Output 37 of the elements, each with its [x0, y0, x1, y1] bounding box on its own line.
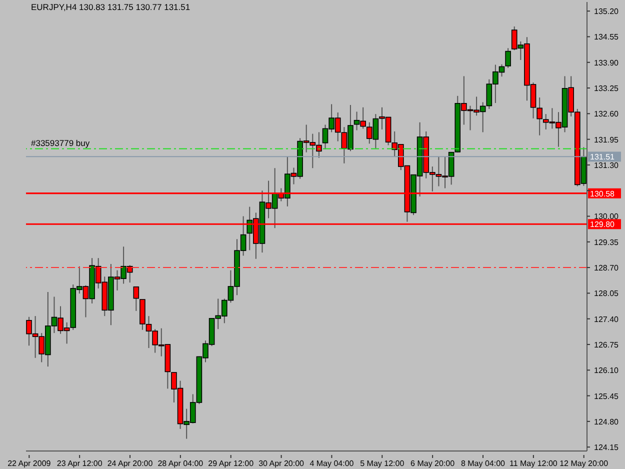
y-tick-label: 124.80	[594, 417, 620, 426]
x-tick-label: 12 May 20:00	[560, 459, 609, 468]
y-tick-label: 126.75	[594, 340, 620, 350]
y-tick-label: 131.30	[594, 160, 620, 170]
x-tick-label: 24 Apr 20:00	[107, 459, 154, 468]
y-tick-label: 128.05	[594, 289, 620, 298]
candlestick	[133, 286, 140, 312]
y-tick-label: 127.40	[594, 314, 620, 324]
y-tick-label: 131.95	[594, 135, 620, 144]
ref-line-label: 131.51	[590, 152, 616, 162]
y-tick-label: 125.45	[594, 392, 620, 401]
y-tick-label: 135.20	[594, 7, 620, 16]
y-tick-label: 132.60	[594, 110, 620, 119]
y-tick-label: 133.25	[594, 84, 620, 94]
x-tick-label: 5 May 12:00	[360, 459, 405, 468]
y-tick-label: 126.10	[594, 366, 620, 376]
ref-line-label: 130.58	[590, 189, 616, 198]
x-tick-label: 4 May 04:00	[310, 459, 354, 468]
x-tick-label: 23 Apr 12:00	[56, 459, 103, 468]
y-tick-label: 134.55	[594, 32, 620, 42]
y-tick-label: 129.35	[594, 238, 620, 247]
y-tick-label: 133.90	[594, 58, 620, 68]
x-tick-label: 6 May 20:00	[410, 459, 456, 468]
ref-line-label: 129.80	[590, 220, 616, 230]
ref-line-label: #33593779 buy	[31, 138, 90, 148]
y-tick-label: 128.70	[594, 264, 620, 273]
x-tick-label: 11 May 12:00	[509, 459, 558, 468]
x-tick-label: 22 Apr 2009	[8, 459, 52, 468]
y-tick-label: 130.00	[594, 212, 620, 222]
x-tick-label: 28 Apr 04:00	[158, 459, 204, 468]
x-tick-label: 30 Apr 20:00	[258, 459, 305, 468]
candlestick	[536, 96, 542, 136]
x-tick-label: 29 Apr 12:00	[208, 459, 254, 468]
x-tick-label: 8 May 04:00	[460, 459, 506, 468]
candlestick	[505, 48, 511, 68]
y-tick-label: 124.15	[594, 443, 620, 452]
chart-title: EURJPY,H4 130.83 131.75 130.77 131.51	[31, 2, 190, 12]
